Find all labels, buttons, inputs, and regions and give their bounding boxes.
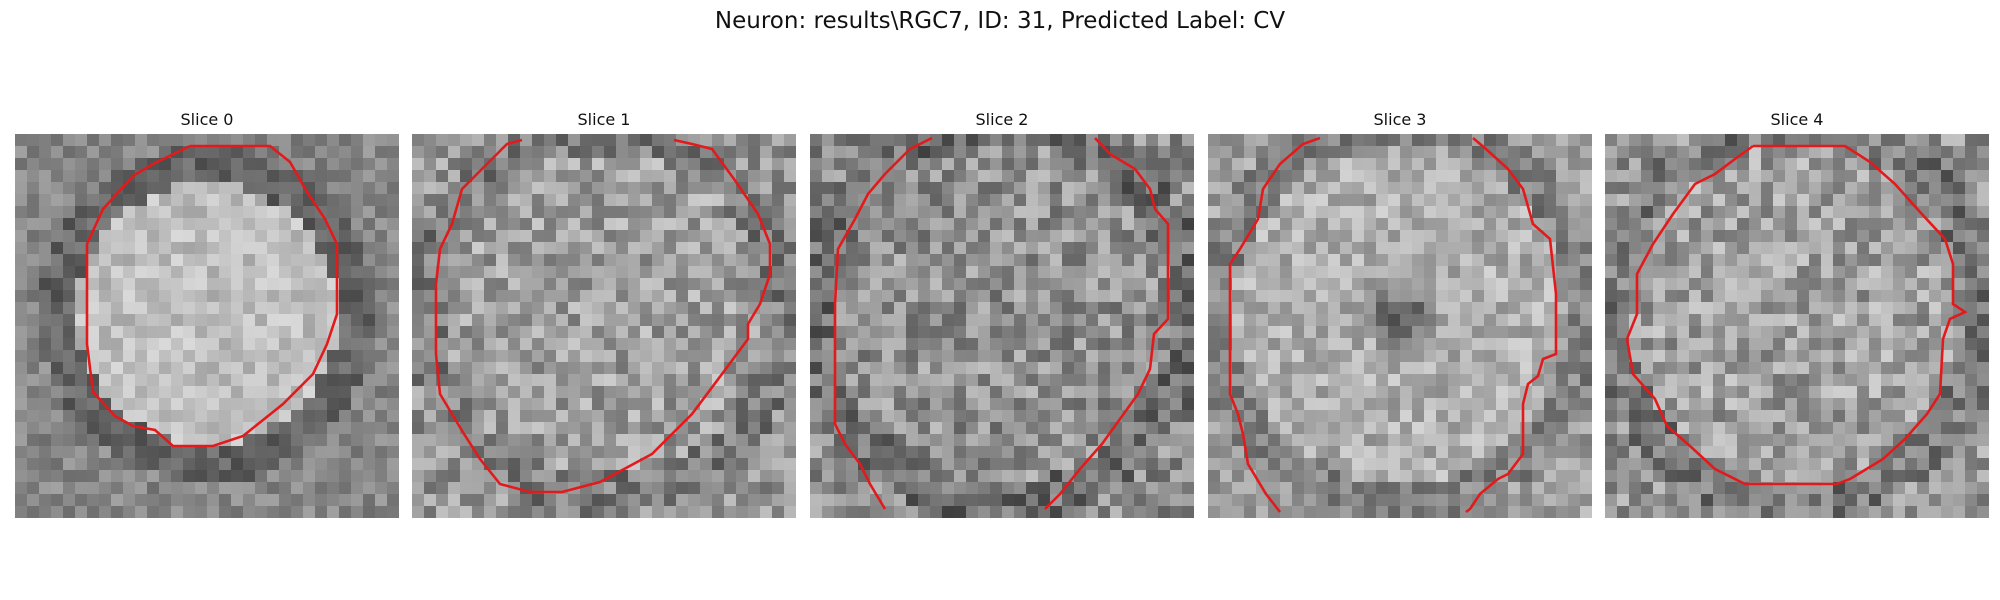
slice-image — [1605, 134, 1989, 518]
slice-title: Slice 1 — [577, 110, 631, 129]
slice-panel-3: Slice 3 — [1208, 108, 1592, 518]
microscopy-slice-image — [1605, 134, 1989, 518]
slice-image — [810, 134, 1194, 518]
slice-title: Slice 2 — [975, 110, 1029, 129]
segmentation-contour — [1228, 136, 1558, 514]
segmentation-contour — [434, 138, 772, 494]
microscopy-slice-image — [810, 134, 1194, 518]
microscopy-slice-image — [1208, 134, 1592, 518]
slice-panel-4: Slice 4 — [1605, 108, 1989, 518]
slice-image — [15, 134, 399, 518]
slice-title: Slice 0 — [180, 110, 234, 129]
slice-image — [1208, 134, 1592, 518]
slice-panel-2: Slice 2 — [810, 108, 1194, 518]
microscopy-slice-image — [15, 134, 399, 518]
figure-title: Neuron: results\RGC7, ID: 31, Predicted … — [714, 8, 1286, 34]
slice-panel-0: Slice 0 — [15, 108, 399, 518]
slice-title: Slice 3 — [1373, 110, 1427, 129]
slice-image — [412, 134, 796, 518]
slice-title: Slice 4 — [1770, 110, 1824, 129]
segmentation-contour — [833, 136, 1170, 510]
segmentation-contour — [85, 144, 339, 448]
slice-panel-1: Slice 1 — [412, 108, 796, 518]
segmentation-contour — [1625, 144, 1968, 486]
